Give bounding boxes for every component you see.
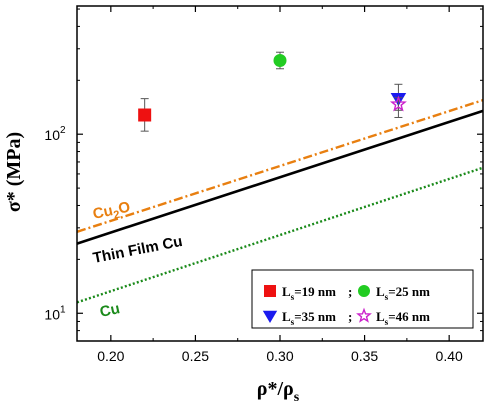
x-tick-label: 0.25 xyxy=(182,348,209,364)
line-label-thin-film-cu: Thin Film Cu xyxy=(92,233,184,267)
legend-ls-25-nm-label: Ls=25 nm xyxy=(376,284,430,302)
point-ls-46-nm-0-marker xyxy=(389,95,407,112)
legend-ls-46-nm-label: Ls=46 nm xyxy=(376,309,430,327)
legend-ls-35-nm-label: Ls=35 nm xyxy=(282,309,336,327)
line-labels: Cu2O Thin Film Cu Cu xyxy=(91,198,184,321)
legend-ls-35-nm-separator: ; xyxy=(348,309,352,324)
x-tick-label: 0.35 xyxy=(351,348,378,364)
legend-ls-19-nm-label: Ls=19 nm xyxy=(282,284,336,302)
point-ls-25-nm-0-marker xyxy=(273,54,287,68)
x-tick-label: 0.40 xyxy=(436,348,463,364)
y-tick-label: 102 xyxy=(44,125,66,143)
legend-ls-35-nm-marker xyxy=(262,310,278,323)
y-tick-labels: 101 102 xyxy=(44,125,66,322)
line-cu2o xyxy=(77,98,483,233)
x-tick-labels: 0.20 0.25 0.30 0.35 0.40 xyxy=(97,348,463,364)
x-tick-label: 0.20 xyxy=(97,348,124,364)
legend: Ls=19 nm; Ls=25 nm Ls=35 nm; Ls=46 nm xyxy=(251,269,474,329)
axis-ticks xyxy=(77,6,483,342)
x-tick-label: 0.30 xyxy=(266,348,293,364)
y-tick-label: 101 xyxy=(44,304,66,322)
model-lines xyxy=(77,98,483,304)
line-label-cu2o: Cu2O xyxy=(91,198,132,225)
legend-ls-25-nm-marker xyxy=(358,285,370,297)
legend-ls-19-nm-marker xyxy=(264,285,276,297)
legend-box xyxy=(251,269,474,329)
legend-ls-46-nm-marker xyxy=(356,307,372,323)
x-axis-title: ρ*/ρs xyxy=(257,378,300,405)
line-thin-film-cu xyxy=(77,109,483,245)
data-points xyxy=(138,51,407,132)
line-label-cu: Cu xyxy=(98,300,121,321)
y-axis-title: σ* (MPa) xyxy=(3,132,25,212)
point-ls-19-nm-0-marker xyxy=(138,108,152,122)
legend-ls-19-nm-separator: ; xyxy=(348,284,352,299)
